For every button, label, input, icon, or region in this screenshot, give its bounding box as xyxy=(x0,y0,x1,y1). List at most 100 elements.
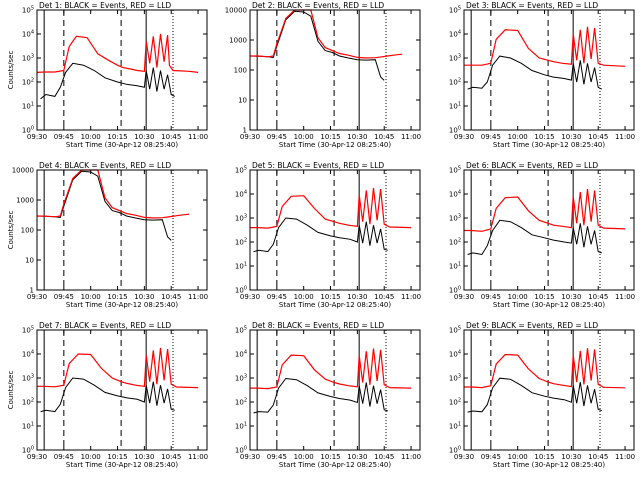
y-tick-label: 105 xyxy=(235,326,247,335)
x-axis-label: Start Time (30-Apr-12 08:25:40) xyxy=(279,301,391,309)
plot-frame xyxy=(249,169,421,291)
x-tick-label: 10:15 xyxy=(320,453,340,461)
plot-frame xyxy=(36,169,208,291)
series-events-line xyxy=(40,377,175,413)
y-tick-label: 100 xyxy=(234,67,247,75)
x-tick-label: 10:15 xyxy=(107,293,127,301)
x-tick-label: 10:00 xyxy=(81,293,101,301)
x-tick-label: 10:45 xyxy=(161,453,181,461)
x-tick-label: 11:00 xyxy=(401,453,421,461)
x-tick-label: 09:30 xyxy=(454,453,474,461)
x-tick-label: 09:45 xyxy=(267,453,287,461)
series-events-line xyxy=(253,377,388,414)
y-tick-label: 10 xyxy=(238,97,247,105)
y-tick-label: 103 xyxy=(449,54,461,63)
x-tick-label: 10:30 xyxy=(561,133,581,141)
y-tick-label: 105 xyxy=(449,166,461,175)
series-lld-line xyxy=(37,347,199,389)
y-tick-label: 104 xyxy=(235,190,247,199)
x-tick-label: 10:45 xyxy=(161,293,181,301)
x-tick-label: 09:45 xyxy=(481,293,501,301)
x-tick-label: 09:45 xyxy=(481,453,501,461)
y-axis-label: Counts/sec xyxy=(7,211,15,250)
series-lld-line xyxy=(36,33,199,73)
y-tick-label: 104 xyxy=(22,350,34,359)
y-tick-label: 102 xyxy=(235,238,247,247)
x-tick-label: 10:00 xyxy=(508,453,528,461)
y-tick-label: 1 xyxy=(243,127,247,135)
series-events-line xyxy=(467,377,602,413)
y-tick-label: 100 xyxy=(22,126,34,135)
x-axis-label: Start Time (30-Apr-12 08:25:40) xyxy=(66,141,178,149)
x-tick-label: 10:00 xyxy=(294,133,314,141)
panel-det1: Det 1: BLACK = Events, RED = LLD 09:30 09:… xyxy=(7,1,208,149)
panel-title: Det 1: BLACK = Events, RED = LLD xyxy=(39,1,171,10)
x-tick-label: 10:30 xyxy=(561,453,581,461)
x-tick-label: 10:00 xyxy=(294,453,314,461)
series-events-line xyxy=(40,62,176,100)
x-tick-label: 10:15 xyxy=(534,293,554,301)
x-axis-label: Start Time (30-Apr-12 08:25:40) xyxy=(493,141,605,149)
panel-det7: Det 7: BLACK = Events, RED = LLD 09:30 09:… xyxy=(7,321,208,469)
panel-title: Det 9: BLACK = Events, RED = LLD xyxy=(466,321,598,330)
x-axis-label: Start Time (30-Apr-12 08:25:40) xyxy=(66,461,178,469)
y-tick-label: 101 xyxy=(22,102,34,111)
panel-title: Det 4: BLACK = Events, RED = LLD xyxy=(39,161,171,170)
x-tick-label: 11:00 xyxy=(615,453,635,461)
y-tick-label: 101 xyxy=(235,422,247,431)
x-tick-label: 09:30 xyxy=(27,453,47,461)
x-tick-label: 09:30 xyxy=(454,133,474,141)
y-tick-label: 102 xyxy=(22,398,34,407)
plot-frame xyxy=(463,329,635,451)
y-tick-label: 105 xyxy=(22,6,34,15)
y-tick-label: 100 xyxy=(449,126,461,135)
y-tick-label: 104 xyxy=(449,190,461,199)
y-tick-label: 100 xyxy=(235,446,247,455)
y-tick-label: 102 xyxy=(449,238,461,247)
x-tick-label: 09:30 xyxy=(240,293,260,301)
x-tick-label: 09:45 xyxy=(481,133,501,141)
x-tick-label: 10:45 xyxy=(588,133,608,141)
x-tick-label: 10:15 xyxy=(320,293,340,301)
x-tick-label: 10:30 xyxy=(561,293,581,301)
panel-det9: Det 9: BLACK = Events, RED = LLD 09:30 09:… xyxy=(449,321,635,469)
x-tick-label: 10:15 xyxy=(107,133,127,141)
x-tick-label: 11:00 xyxy=(615,293,635,301)
series-lld-line xyxy=(250,348,412,390)
series-events-line xyxy=(253,217,388,253)
x-axis-label: Start Time (30-Apr-12 08:25:40) xyxy=(66,301,178,309)
series-lld-line xyxy=(250,9,403,59)
y-tick-label: 104 xyxy=(449,350,461,359)
x-tick-label: 10:15 xyxy=(107,453,127,461)
panel-det3: Det 3: BLACK = Events, RED = LLD 09:30 09:… xyxy=(449,1,635,149)
y-tick-label: 105 xyxy=(449,326,461,335)
x-axis-label: Start Time (30-Apr-12 08:25:40) xyxy=(279,141,391,149)
y-tick-label: 10 xyxy=(25,257,34,265)
y-tick-label: 100 xyxy=(22,446,34,455)
plot-frame xyxy=(463,169,635,291)
plot-frame xyxy=(463,9,635,131)
x-tick-label: 11:00 xyxy=(188,293,208,301)
y-tick-label: 1 xyxy=(30,287,34,295)
x-tick-label: 09:30 xyxy=(240,133,260,141)
y-tick-label: 101 xyxy=(449,102,461,111)
y-tick-label: 103 xyxy=(449,374,461,383)
x-tick-label: 10:30 xyxy=(347,293,367,301)
x-tick-label: 10:30 xyxy=(347,453,367,461)
y-tick-label: 104 xyxy=(22,30,34,39)
panel-title: Det 3: BLACK = Events, RED = LLD xyxy=(466,1,598,10)
y-tick-label: 103 xyxy=(22,54,34,63)
series-events-line xyxy=(249,10,385,81)
series-events-line xyxy=(36,170,172,241)
series-lld-line xyxy=(464,348,626,389)
y-tick-label: 103 xyxy=(235,214,247,223)
x-tick-label: 10:00 xyxy=(508,133,528,141)
y-tick-label: 10000 xyxy=(225,7,247,15)
y-tick-label: 105 xyxy=(22,326,34,335)
x-tick-label: 10:45 xyxy=(588,293,608,301)
x-tick-label: 10:45 xyxy=(161,133,181,141)
x-tick-label: 09:45 xyxy=(267,133,287,141)
x-tick-label: 09:45 xyxy=(54,293,74,301)
y-tick-label: 105 xyxy=(235,166,247,175)
